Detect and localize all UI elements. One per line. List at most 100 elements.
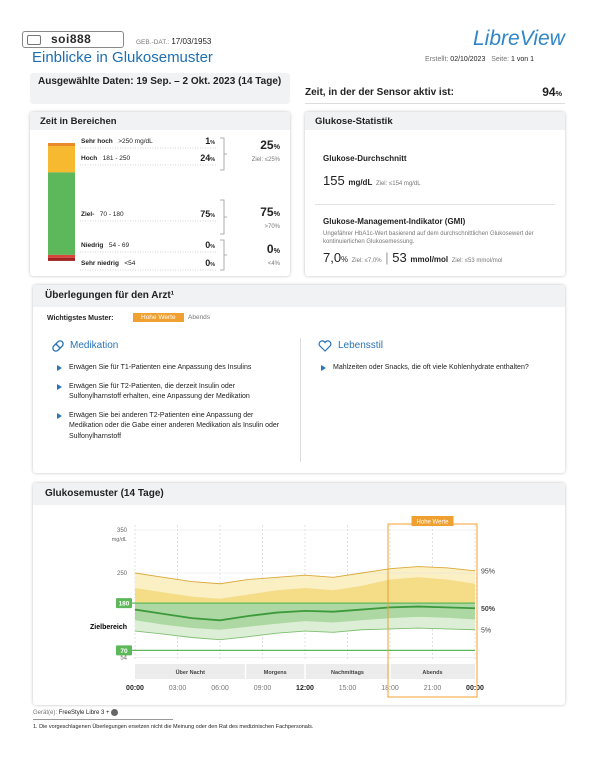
range-bar bbox=[48, 257, 75, 261]
pill-icon bbox=[52, 340, 64, 352]
meta: Erstellt: 02/10/2023 Seite: 1 von 1 bbox=[425, 56, 534, 63]
target-badge bbox=[116, 645, 132, 656]
value-part: % bbox=[210, 244, 215, 250]
range-name: Niedrig bbox=[81, 242, 104, 249]
divider bbox=[300, 338, 301, 462]
x-tick-label: 12:00 bbox=[296, 685, 314, 692]
x-tick-label: 21:00 bbox=[424, 685, 442, 692]
sensor-number: 94 bbox=[542, 85, 556, 99]
gmi-percent: 7,0 bbox=[323, 250, 342, 265]
group-goal: >70% bbox=[264, 224, 280, 230]
tir-row: Sehr niedrig <54 bbox=[81, 260, 135, 267]
sensor-unit: % bbox=[555, 89, 562, 98]
avg-goal: Ziel: ≤154 mg/dL bbox=[375, 181, 421, 187]
value-part: % bbox=[210, 157, 215, 163]
value-part: % bbox=[210, 262, 215, 268]
tir-row: Hoch 181 - 250 bbox=[81, 155, 130, 162]
footer-rule bbox=[33, 719, 173, 720]
range-limits: <54 bbox=[124, 260, 136, 267]
x-tick-label: 06:00 bbox=[211, 685, 229, 692]
range-bar bbox=[48, 146, 75, 173]
devices-label: Gerät(e): bbox=[33, 710, 58, 717]
value-part: 25 bbox=[260, 138, 274, 152]
period-label: Nachmittags bbox=[331, 670, 364, 676]
tir-row: Niedrig 54 - 69 bbox=[81, 242, 129, 249]
range-bar bbox=[48, 143, 75, 146]
period-label: Abends bbox=[422, 670, 442, 676]
range-name: Ziel- bbox=[81, 211, 95, 218]
divider bbox=[305, 103, 565, 104]
y-tick-label: 350 bbox=[117, 528, 128, 534]
gmi-percent-unit: % bbox=[341, 255, 349, 264]
selected-dates: Ausgewählte Daten: 19 Sep. – 2 Okt. 2023… bbox=[38, 76, 282, 87]
highlight-label: Hohe Werte bbox=[417, 520, 450, 526]
highlight-chip bbox=[411, 516, 454, 526]
avg-unit: mg/dL bbox=[348, 178, 373, 187]
panel-header bbox=[30, 112, 290, 130]
divider bbox=[315, 204, 555, 205]
created: 02/10/2023 bbox=[450, 56, 486, 63]
dob-label: GEB.-DAT.: bbox=[136, 39, 170, 46]
avg-label: Glukose-Durchschnitt bbox=[323, 154, 407, 163]
panel-header bbox=[33, 285, 565, 307]
stats-title: Glukose-Statistik bbox=[315, 116, 393, 127]
range-value: 1% bbox=[185, 136, 215, 146]
percentile-label: 50% bbox=[481, 606, 496, 613]
gmi-mmol: 53 bbox=[392, 250, 407, 265]
value-part: 0 bbox=[205, 240, 211, 250]
band-25-75 bbox=[135, 577, 475, 604]
y-unit: mg/dL bbox=[112, 537, 127, 543]
range-name: Sehr hoch bbox=[81, 138, 113, 145]
group-value: 25% bbox=[240, 138, 280, 152]
y-tick-label: 180 bbox=[119, 601, 130, 608]
devices-value: FreeStyle Libre 3 + bbox=[58, 710, 110, 717]
pattern-chip: Hohe Werte bbox=[133, 313, 184, 322]
pattern-label: Wichtigstes Muster: bbox=[47, 315, 114, 322]
value-part: % bbox=[210, 140, 215, 146]
range-bar bbox=[48, 172, 75, 255]
y-tick-label: 70 bbox=[120, 648, 128, 655]
range-value: 24% bbox=[185, 153, 215, 163]
y-tick-label: 250 bbox=[117, 571, 128, 577]
avg-value: 155 bbox=[323, 173, 345, 188]
devices: Gerät(e): FreeStyle Libre 3 + bbox=[33, 709, 119, 717]
value-part: % bbox=[210, 213, 215, 219]
x-tick-label: 18:00 bbox=[381, 685, 399, 692]
panel-header bbox=[33, 483, 565, 505]
gmi-description: Ungefährer HbA1c-Wert basierend auf dem … bbox=[323, 231, 534, 245]
medication-item: Erwägen Sie bei anderen T2-Patienten ein… bbox=[55, 411, 280, 443]
lifestyle-list: Mahlzeiten oder Snacks, die oft viele Ko… bbox=[319, 363, 544, 382]
stats-panel: Glukose-Statistik Glukose-Durchschnitt 1… bbox=[305, 112, 565, 276]
avg-row: 155 mg/dL Ziel: ≤154 mg/dL bbox=[323, 173, 421, 188]
footnote: 1. Die vorgeschlagenen Überlegungen erse… bbox=[33, 724, 314, 730]
x-tick-label: 00:00 bbox=[466, 685, 484, 692]
value-part: 0 bbox=[266, 242, 274, 256]
value-part: % bbox=[273, 209, 280, 218]
range-limits: 70 - 180 bbox=[99, 211, 124, 218]
group-value: 75% bbox=[240, 205, 280, 219]
value-part: 0 bbox=[205, 258, 211, 268]
percentile-line bbox=[134, 566, 476, 585]
range-limits: 54 - 69 bbox=[108, 242, 130, 249]
group-goal: Ziel: ≤25% bbox=[251, 157, 280, 163]
percentile-line bbox=[134, 627, 476, 641]
lifestyle-title: Lebensstil bbox=[338, 340, 384, 351]
considerations-title: Überlegungen für den Arzt¹ bbox=[45, 290, 175, 301]
value-part: 75 bbox=[200, 209, 211, 219]
medication-title: Medikation bbox=[70, 340, 119, 351]
y-tick-label: 54 bbox=[120, 655, 127, 661]
x-tick-label: 03:00 bbox=[169, 685, 187, 692]
value-part: 24 bbox=[200, 153, 211, 163]
target-badge bbox=[116, 598, 132, 609]
target-label: Zielbereich bbox=[90, 624, 127, 631]
value-part: 1 bbox=[205, 136, 211, 146]
value-part: % bbox=[273, 142, 280, 151]
patient-box: soi888 bbox=[22, 31, 124, 48]
x-tick-label: 15:00 bbox=[339, 685, 357, 692]
range-limits: >250 mg/dL bbox=[118, 138, 153, 145]
percentile-label: 95% bbox=[481, 568, 495, 575]
x-tick-label: 09:00 bbox=[254, 685, 272, 692]
dob: GEB.-DAT.: 17/03/1953 bbox=[136, 37, 211, 46]
